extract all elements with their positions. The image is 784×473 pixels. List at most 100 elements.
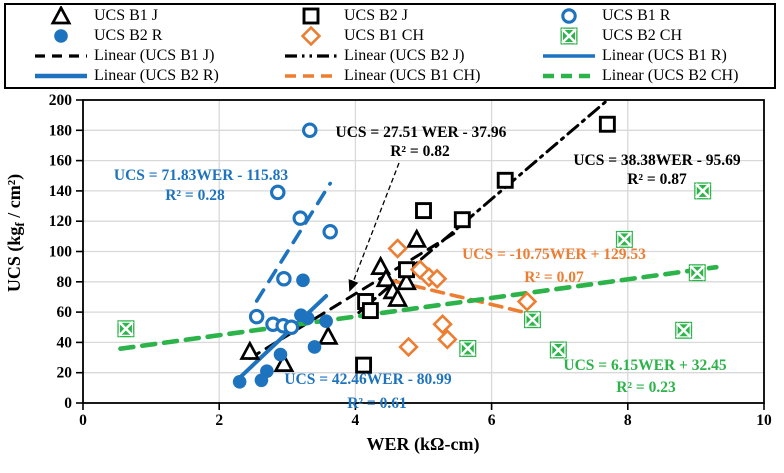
trendline-icon	[543, 54, 595, 58]
legend-label: UCS B1 R	[602, 7, 671, 24]
annotation-text: R² = 0.87	[627, 171, 687, 188]
marker-ucs-b2-r	[232, 374, 247, 389]
marker-ucs-b2-ch	[117, 320, 135, 338]
annotation-text: R² = 0.07	[524, 269, 584, 286]
y-tick-label: 200	[49, 92, 73, 109]
marker-ucs-b1-r	[322, 224, 338, 240]
marker-ucs-b2-r	[319, 314, 333, 328]
legend-item-linear-ucs-b2-j: Linear (UCS B2 J)	[282, 46, 540, 66]
series-ucs-b2-j	[355, 115, 616, 374]
marker-ucs-b1-r	[248, 308, 265, 325]
marker-ucs-b1-j	[239, 340, 261, 360]
annotation-text: UCS = 71.83WER - 115.83	[114, 167, 288, 184]
marker-ucs-b2-ch	[459, 339, 477, 357]
marker-ucs-b1-r	[302, 122, 318, 139]
x-tick-label: 6	[488, 412, 496, 429]
legend-item-ucs-b2-r: UCS B2 R	[32, 26, 282, 46]
marker-ucs-b2-j	[453, 211, 471, 229]
trendline-icon	[35, 73, 87, 79]
legend-label: Linear (UCS B2 J)	[344, 47, 465, 64]
annotation-ucs-b1-j: UCS = 27.51 WER - 37.96 R² = 0.82	[336, 124, 507, 292]
y-tick-label: 120	[49, 213, 73, 230]
circle-filled-icon	[54, 29, 68, 43]
marker-ucs-b1-r	[276, 271, 292, 287]
trendline-linear-ucs-b2-ch	[118, 264, 719, 352]
marker-ucs-b2-r	[260, 364, 274, 378]
y-tick-label: 20	[57, 365, 73, 382]
marker-ucs-b2-r	[273, 347, 288, 362]
legend: UCS B1 J UCS B2 J UCS B1 R UCS B2 R UCS B1 C…	[4, 3, 776, 89]
annotation-ucs-b2-ch: UCS = 6.15WER + 32.45 R² = 0.23	[563, 357, 726, 396]
legend-item-linear-ucs-b1-ch: Linear (UCS B1 CH)	[282, 66, 540, 86]
annotation-text: UCS = 42.46WER - 80.99	[284, 371, 452, 388]
legend-item-ucs-b1-r: UCS B1 R	[540, 6, 774, 26]
legend-item-linear-ucs-b2-r: Linear (UCS B2 R)	[32, 66, 282, 86]
y-tick-label: 100	[49, 244, 73, 261]
annotation-ucs-b1-r: UCS = 71.83WER - 115.83 R² = 0.28	[114, 167, 288, 204]
marker-ucs-b2-ch	[615, 230, 633, 248]
y-tick-label: 60	[57, 304, 73, 321]
marker-ucs-b1-ch	[516, 291, 538, 312]
annotation-text: UCS = 38.38WER - 95.69	[573, 152, 741, 169]
x-tick-label: 0	[79, 412, 87, 429]
annotation-text: UCS = 27.51 WER - 37.96	[336, 124, 507, 141]
legend-label: Linear (UCS B1 CH)	[344, 67, 481, 84]
legend-label: Linear (UCS B2 R)	[94, 67, 219, 84]
marker-ucs-b2-ch	[688, 264, 706, 282]
trendline-icon	[285, 74, 337, 78]
annotations: UCS = 27.51 WER - 37.96 R² = 0.82 UCS = 38…	[114, 124, 741, 412]
legend-label: UCS B2 R	[94, 27, 163, 44]
legend-label: Linear (UCS B2 CH)	[602, 67, 739, 84]
y-tick-label: 180	[49, 122, 73, 139]
annotation-text: R² = 0.23	[616, 379, 676, 396]
marker-ucs-b1-r	[283, 319, 300, 335]
legend-label: Linear (UCS B1 R)	[602, 47, 727, 64]
y-axis: 0 20 40 60 80 100 120 140 160 180 200	[49, 92, 83, 412]
marker-ucs-b1-j	[317, 325, 339, 345]
series-ucs-b1-r	[248, 122, 338, 335]
y-tick-label: 80	[57, 274, 73, 291]
marker-ucs-b2-j	[415, 202, 432, 220]
marker-ucs-b2-r	[300, 311, 315, 325]
series-ucs-b1-j	[239, 228, 428, 372]
legend-item-ucs-b1-j: UCS B1 J	[32, 6, 282, 26]
legend-item-ucs-b2-ch: UCS B2 CH	[540, 26, 774, 46]
marker-ucs-b1-ch	[387, 238, 408, 259]
y-tick-label: 140	[49, 183, 73, 200]
legend-item-ucs-b2-j: UCS B2 J	[282, 6, 540, 26]
x-tick-label: 8	[624, 412, 632, 429]
legend-label: UCS B2 CH	[602, 27, 683, 44]
annotation-text: R² = 0.28	[165, 187, 225, 204]
series-ucs-b2-ch	[117, 182, 712, 359]
marker-ucs-b1-ch	[426, 268, 448, 290]
marker-ucs-b2-ch	[549, 341, 567, 359]
x-axis-title: WER (kΩ-cm)	[367, 434, 480, 455]
y-axis-title: UCS (kgf / cm²)	[4, 174, 27, 292]
y-tick-label: 40	[57, 334, 73, 351]
square-x-glyph	[560, 27, 578, 45]
annotation-ucs-b2-r: UCS = 42.46WER - 80.99 R² = 0.61	[284, 371, 452, 412]
trendline-linear-ucs-b1-ch	[391, 279, 538, 317]
marker-ucs-b2-ch	[675, 321, 693, 339]
marker-ucs-b1-j	[406, 228, 428, 248]
triangle-open-icon	[50, 6, 72, 25]
trendline-icon	[543, 73, 595, 79]
circle-open-icon	[561, 8, 577, 24]
x-axis: 0 2 4 6 8 10	[79, 403, 772, 429]
diamond-open-icon	[300, 26, 322, 46]
annotation-text: R² = 0.61	[347, 395, 407, 412]
legend-label: UCS B2 J	[344, 7, 409, 24]
marker-ucs-b1-ch	[437, 329, 458, 350]
legend-item-linear-ucs-b2-ch: Linear (UCS B2 CH)	[540, 66, 774, 86]
annotation-text: UCS = 6.15WER + 32.45	[563, 357, 726, 374]
marker-ucs-b2-r	[307, 340, 322, 354]
square-open-glyph	[302, 7, 320, 25]
trendline-icon	[285, 54, 337, 58]
annotation-arrow	[348, 162, 400, 292]
legend-label: UCS B1 CH	[344, 27, 425, 44]
marker-ucs-b2-ch	[694, 182, 712, 200]
diamond-open-glyph	[300, 26, 322, 46]
marker-ucs-b1-j	[396, 270, 417, 291]
